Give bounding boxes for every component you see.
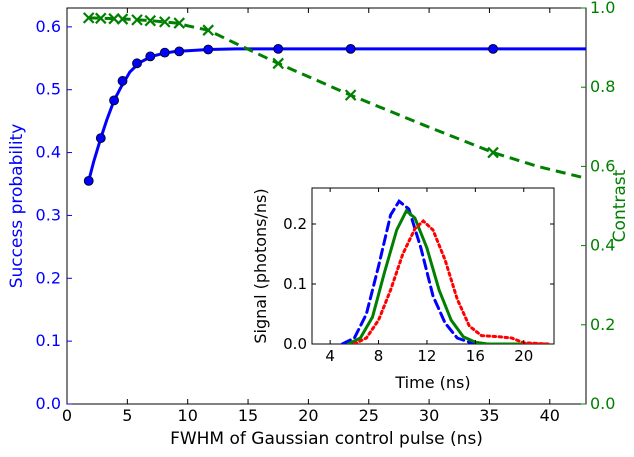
- y-right-tick-label: 0.6: [590, 156, 615, 175]
- y-tick-label: 0.2: [36, 268, 61, 287]
- success-probability-point: [345, 43, 356, 54]
- success-probability-point: [203, 44, 214, 55]
- y-right-tick-label: 0.2: [590, 315, 615, 334]
- success-probability-point: [488, 43, 498, 54]
- inset-y-axis-label: Signal (photons/ns): [251, 188, 270, 343]
- y-right-tick-label: 0.0: [590, 394, 615, 413]
- x-axis-label: FWHM of Gaussian control pulse (ns): [170, 429, 483, 449]
- inset-y-tick-label: 0.1: [283, 275, 307, 293]
- success-probability-point: [159, 47, 170, 58]
- inset-x-tick-label: 4: [325, 347, 335, 365]
- x-tick-label: 25: [359, 406, 379, 425]
- contrast-point: [344, 89, 357, 101]
- y-tick-label: 0.4: [36, 143, 61, 162]
- x-tick-label: 35: [479, 406, 499, 425]
- inset-x-tick-label: 12: [417, 347, 436, 365]
- success-probability-point: [145, 51, 156, 62]
- y-right-tick-label: 1.0: [590, 0, 615, 17]
- inset-solid-green-line: [346, 208, 550, 344]
- y-right-axis-label: Contrast: [610, 169, 630, 242]
- x-tick-label: 30: [419, 406, 439, 425]
- y-tick-label: 0.5: [36, 80, 61, 99]
- success-probability-point: [95, 133, 106, 144]
- success-probability-point: [132, 58, 142, 69]
- x-tick-label: 0: [62, 406, 72, 425]
- x-tick-label: 10: [178, 406, 198, 425]
- y-tick-label: 0.0: [36, 394, 61, 413]
- contrast-point: [82, 12, 95, 24]
- x-tick-label: 40: [540, 406, 560, 425]
- success-probability-point: [273, 43, 284, 54]
- contrast-point: [95, 12, 107, 25]
- contrast-point: [158, 16, 171, 28]
- x-tick-label: 15: [238, 406, 258, 425]
- inset-y-tick-label: 0.0: [283, 335, 307, 353]
- inset-x-tick-label: 16: [466, 347, 485, 365]
- contrast-line: [88, 16, 586, 180]
- y-tick-label: 0.1: [36, 331, 61, 350]
- inset-x-tick-label: 8: [374, 347, 384, 365]
- inset-x-tick-label: 20: [514, 347, 533, 365]
- inset-chart: 4 8 12 16 20 0.0 0.1 0.2 Time (ns) Signal (photon…: [251, 187, 555, 392]
- main-plot-area: [82, 12, 586, 186]
- x-tick-label: 5: [122, 406, 132, 425]
- inset-dotted-red-line: [352, 218, 550, 344]
- y-tick-label: 0.6: [36, 17, 61, 36]
- inset-x-axis-label: Time (ns): [394, 373, 470, 392]
- y-right-tick-label: 0.4: [590, 236, 615, 255]
- success-probability-point: [117, 76, 128, 86]
- success-probability-point: [109, 95, 119, 106]
- contrast-point: [487, 146, 499, 159]
- y-tick-label: 0.3: [36, 205, 61, 224]
- y-axis-label: Success probability: [7, 124, 27, 289]
- y-right-tick-label: 0.8: [590, 77, 615, 96]
- success-probability-point: [83, 175, 94, 186]
- contrast-point: [116, 13, 129, 25]
- contrast-point: [272, 57, 284, 70]
- contrast-point: [173, 17, 186, 29]
- x-tick-label: 20: [298, 406, 318, 425]
- contrast-point: [131, 14, 143, 26]
- inset-plot-area: [340, 198, 550, 344]
- success-probability-point: [174, 46, 185, 57]
- inset-y-tick-label: 0.2: [283, 215, 307, 233]
- contrast-point: [144, 14, 157, 27]
- contrast-point: [202, 24, 214, 36]
